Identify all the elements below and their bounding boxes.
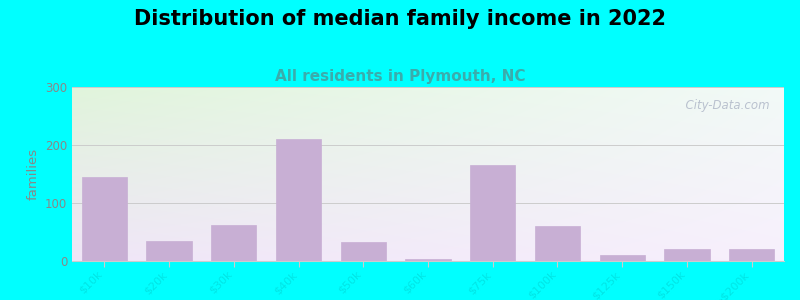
Bar: [664, 249, 710, 261]
Y-axis label: families: families: [26, 148, 39, 200]
Bar: [599, 255, 645, 261]
Bar: [470, 165, 515, 261]
Bar: [341, 242, 386, 261]
Bar: [406, 259, 450, 261]
Text: All residents in Plymouth, NC: All residents in Plymouth, NC: [274, 69, 526, 84]
Bar: [729, 249, 774, 261]
Bar: [146, 241, 192, 261]
Bar: [211, 225, 257, 261]
Bar: [82, 177, 127, 261]
Text: City-Data.com: City-Data.com: [678, 99, 770, 112]
Bar: [276, 139, 321, 261]
Text: Distribution of median family income in 2022: Distribution of median family income in …: [134, 9, 666, 29]
Bar: [535, 226, 580, 261]
